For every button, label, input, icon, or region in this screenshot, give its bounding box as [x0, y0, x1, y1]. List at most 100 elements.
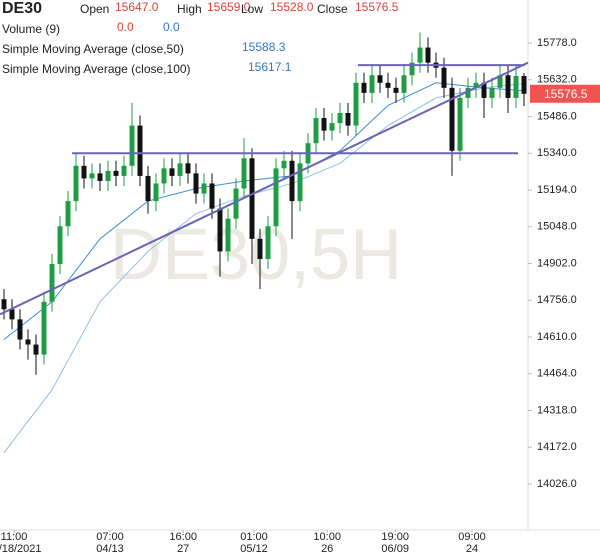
candle-body [481, 82, 487, 98]
candle-body [489, 87, 495, 98]
candle-body [417, 47, 423, 63]
value: 15617.1 [248, 60, 292, 74]
y-tick-label: 15486.0 [537, 110, 577, 122]
candle-body [321, 118, 327, 131]
y-tick-label: 14318.0 [537, 404, 577, 416]
x-tick-date: 24 [466, 543, 478, 555]
candle-body [185, 163, 191, 174]
candle-body [409, 62, 415, 76]
candle-body [17, 319, 23, 340]
candle-body [521, 76, 527, 94]
candle-body [353, 82, 359, 126]
candle-body [465, 87, 471, 98]
label: Open [80, 2, 109, 16]
candle-body [441, 67, 447, 88]
price-tag-label: 15576.5 [544, 87, 588, 101]
x-tick-label: 07:00 [96, 531, 124, 543]
candle-body [273, 168, 279, 227]
value: 15576.5 [355, 0, 399, 14]
x-tick-date: 27 [177, 543, 189, 555]
candle-body [145, 175, 151, 202]
label: Simple Moving Average (close,50) [2, 42, 184, 56]
candle-body [217, 208, 223, 252]
x-tick-label: 16:00 [169, 531, 197, 543]
x-tick-date: 03/18/2021 [0, 543, 42, 555]
value: 0.0 [163, 20, 180, 34]
candle-body [505, 75, 511, 98]
candle-body [449, 87, 455, 151]
candle-body [33, 344, 39, 355]
x-tick-label: 09:00 [458, 531, 486, 543]
y-tick-label: 15048.0 [537, 221, 577, 233]
y-tick-label: 14610.0 [537, 331, 577, 343]
candle-body [497, 75, 503, 88]
candle-body [193, 173, 199, 194]
x-tick-date: 06/09 [381, 543, 409, 555]
candle-body [425, 47, 431, 63]
candle-body [401, 75, 407, 93]
candle-body [337, 112, 343, 124]
candle-body [241, 158, 247, 189]
candle-body [161, 168, 167, 184]
candle-body [41, 301, 47, 355]
y-tick-label: 14902.0 [537, 257, 577, 269]
candle-body [81, 165, 87, 179]
watermark: DE30,5H [110, 215, 402, 295]
candle-body [89, 173, 95, 179]
symbol: DE30 [2, 0, 42, 17]
candle-body [361, 82, 367, 93]
value: 0.0 [117, 20, 134, 34]
price-tag [530, 84, 600, 103]
label: High [177, 2, 202, 16]
y-tick-label: 15632.0 [537, 74, 577, 86]
candle-body [313, 118, 319, 144]
y-tick-label: 15340.0 [537, 147, 577, 159]
candle-body [153, 183, 159, 202]
label: Low [241, 2, 263, 16]
candle-body [233, 188, 239, 219]
candle-body [97, 173, 103, 181]
candle-body [225, 218, 231, 252]
candle-body [385, 82, 391, 88]
candle-body [513, 76, 519, 98]
candle-body [9, 309, 15, 320]
candle-body [177, 163, 183, 176]
trend-line [0, 61, 529, 316]
candle-body [121, 165, 127, 176]
x-tick-date: 04/13 [96, 543, 124, 555]
candle-body [289, 160, 295, 202]
candle-body [1, 299, 7, 310]
candle-body [73, 165, 79, 202]
y-tick-label: 14464.0 [537, 368, 577, 380]
candle-body [105, 170, 111, 181]
candle-body [281, 160, 287, 169]
candle-body [25, 339, 31, 345]
x-tick-date: 05/12 [240, 543, 268, 555]
value: 15528.0 [270, 0, 314, 14]
x-tick-date: 26 [321, 543, 333, 555]
candle-body [137, 125, 143, 176]
value: 15647.0 [115, 0, 159, 14]
x-tick-label: 11:00 [1, 531, 28, 543]
candle-body [257, 238, 263, 259]
x-tick-label: 19:00 [381, 531, 409, 543]
y-tick-label: 14026.0 [537, 478, 577, 490]
candle-body [369, 75, 375, 93]
x-tick-label: 01:00 [240, 531, 268, 543]
candle-body [345, 112, 351, 126]
candle-body [49, 263, 55, 302]
candle-body [57, 226, 63, 264]
candle-body [249, 158, 255, 239]
candle-body [129, 125, 135, 166]
label: Close [317, 2, 348, 16]
candle-body [297, 163, 303, 202]
y-tick-label: 14172.0 [537, 441, 577, 453]
value: 15659.0 [207, 0, 251, 14]
candle-body [457, 97, 463, 151]
candle-body [201, 183, 207, 194]
label: Volume (9) [2, 22, 60, 36]
candle-body [377, 75, 383, 83]
candle-body [393, 87, 399, 93]
candle-body [265, 226, 271, 259]
